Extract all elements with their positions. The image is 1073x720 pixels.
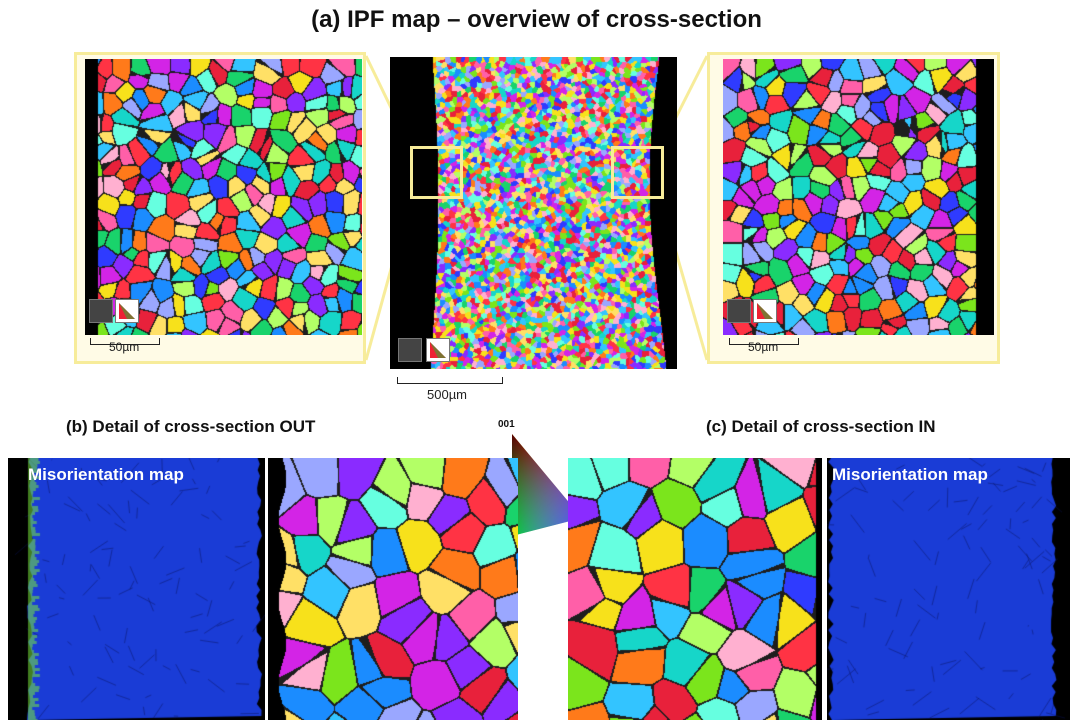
caption-b: (b) Detail of cross-section OUT (66, 417, 316, 436)
overview-ipf-map (390, 57, 677, 369)
axes-icon (398, 338, 422, 362)
misorientation-label-in: Misorientation map (832, 465, 988, 484)
zoom-box-right (611, 146, 664, 199)
ipf-triangle-icon (115, 299, 139, 323)
ipf-triangle-icon (753, 299, 777, 323)
right-detail-frame: 50µm (707, 52, 1000, 364)
overview-scale-label: 500µm (427, 387, 468, 402)
figure-title: (a) IPF map – overview of cross-section (311, 6, 762, 33)
left-scale-bar (90, 338, 160, 345)
caption-c: (c) Detail of cross-section IN (706, 417, 936, 436)
out-misorientation-map: Misorientation map (8, 458, 265, 720)
right-scale-bar (729, 338, 799, 345)
ipf-key-001-label: 001 (498, 419, 515, 430)
left-detail-ipf-map (85, 59, 362, 335)
left-detail-frame: 50µm (74, 52, 366, 364)
overview-scale-bar (397, 377, 503, 384)
right-scale-label: 50µm (748, 340, 779, 354)
out-ipf-detail-map (268, 458, 518, 720)
in-ipf-detail-map (568, 458, 822, 720)
ipf-triangle-icon (426, 338, 450, 362)
axes-icon (727, 299, 751, 323)
right-detail-ipf-map (723, 59, 994, 335)
in-misorientation-map: Misorientation map (827, 458, 1070, 720)
left-scale-label: 50µm (109, 340, 140, 354)
zoom-box-left (410, 146, 463, 199)
misorientation-label-out: Misorientation map (28, 465, 184, 484)
axes-icon (89, 299, 113, 323)
